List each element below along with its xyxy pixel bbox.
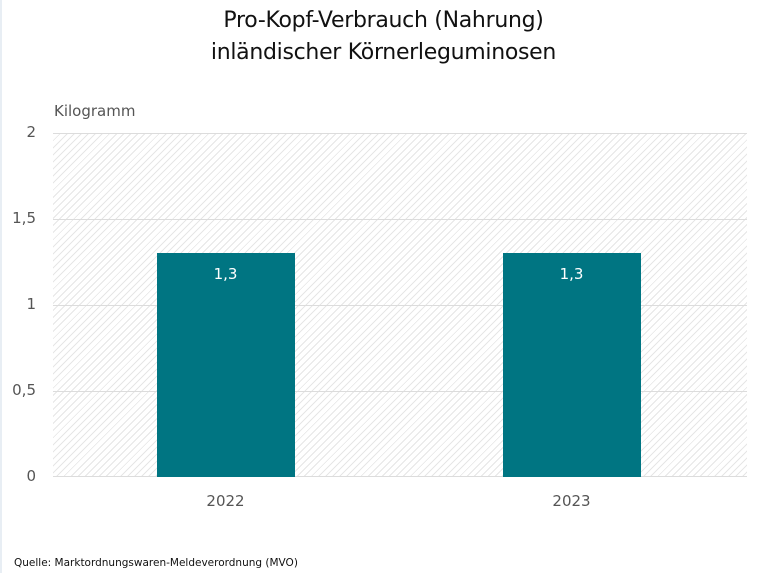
bar-2023: 1,3 [502,253,641,477]
gridline [53,476,747,477]
bar-value-label: 1,3 [213,265,238,284]
gridline [53,391,747,392]
gridline [53,133,747,134]
bar-2022: 1,3 [156,253,295,477]
y-tick-label: 0,5 [12,381,36,399]
y-tick-label: 1,5 [12,209,36,227]
x-tick-label: 2022 [206,492,245,510]
left-border [0,0,2,573]
chart-title-line-1: Pro-Kopf-Verbrauch (Nahrung) [223,8,544,33]
gridline [53,219,747,220]
bar-value-label: 1,3 [559,265,584,284]
y-tick-label: 2 [26,123,36,141]
y-axis-label: Kilogramm [54,102,136,120]
chart-title-line-2: inländischer Körnerleguminosen [210,40,557,65]
source-note: Quelle: Marktordnungswaren-Meldeverordnu… [14,557,298,569]
plot-area: 1,3 1,3 [53,133,747,477]
y-tick-label: 1 [26,295,36,313]
gridline [53,305,747,306]
x-tick-label: 2023 [552,492,591,510]
y-tick-label: 0 [26,467,36,485]
chart-title: Pro-Kopf-Verbrauch (Nahrung) inländische… [0,5,767,69]
